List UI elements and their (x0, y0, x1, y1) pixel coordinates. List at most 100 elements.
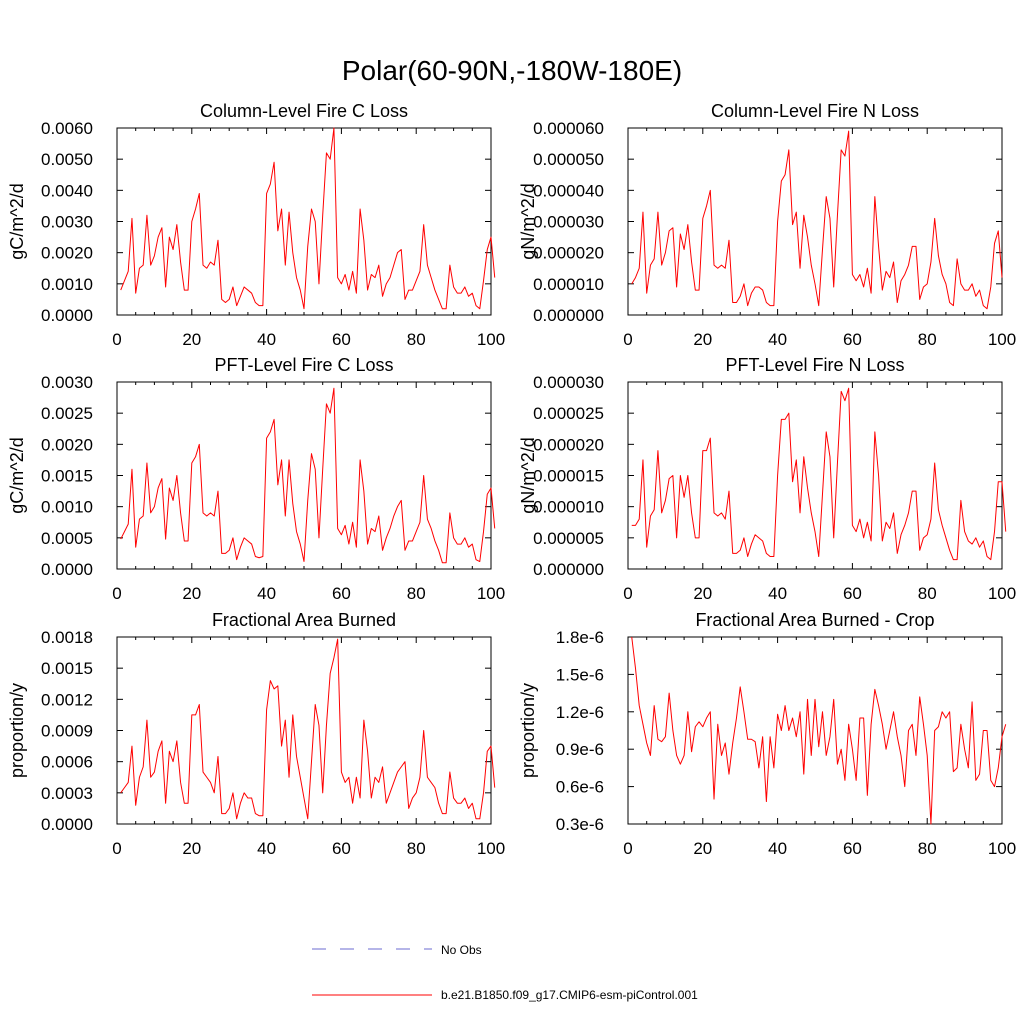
panel-title: PFT-Level Fire C Loss (214, 355, 393, 375)
y-axis-label: gC/m^2/d (7, 437, 27, 513)
x-tick-label: 100 (988, 839, 1016, 858)
y-tick-label: 0.000020 (533, 435, 604, 454)
series-line-1 (120, 127, 496, 310)
y-tick-label: 0.0010 (41, 498, 93, 517)
x-tick-label: 100 (477, 330, 505, 349)
x-tick-label: 20 (182, 584, 201, 603)
x-tick-label: 80 (407, 584, 426, 603)
y-tick-label: 0.0030 (41, 213, 93, 232)
panel-title: Fractional Area Burned - Crop (695, 610, 934, 630)
x-tick-label: 40 (257, 839, 276, 858)
legend-label-no-obs: No Obs (441, 943, 482, 957)
y-tick-label: 0.0006 (41, 753, 93, 772)
chart-panel-6: Fractional Area Burned - Crop proportion/… (518, 610, 1016, 858)
y-tick-label: 1.8e-6 (556, 628, 604, 647)
y-tick-label: 0.0020 (41, 435, 93, 454)
y-axis-label: gN/m^2/d (518, 437, 538, 513)
x-tick-label: 0 (112, 330, 121, 349)
x-tick-label: 0 (112, 839, 121, 858)
y-tick-label: 0.9e-6 (556, 740, 604, 759)
x-tick-label: 40 (257, 330, 276, 349)
x-tick-label: 80 (407, 839, 426, 858)
x-tick-label: 60 (843, 330, 862, 349)
legend-label-model: b.e21.B1850.f09_g17.CMIP6-esm-piControl.… (441, 988, 698, 1002)
x-tick-label: 40 (768, 839, 787, 858)
y-axis-label: gN/m^2/d (518, 183, 538, 259)
y-tick-label: 0.0005 (41, 529, 93, 548)
y-tick-label: 0.000030 (533, 213, 604, 232)
x-tick-label: 40 (768, 584, 787, 603)
plot-frame (627, 381, 1003, 570)
series-line-1 (631, 130, 1003, 310)
y-tick-label: 0.000000 (533, 560, 604, 579)
x-tick-label: 80 (918, 584, 937, 603)
y-tick-label: 0.000010 (533, 498, 604, 517)
x-tick-label: 60 (843, 584, 862, 603)
y-tick-label: 0.0015 (41, 659, 93, 678)
chart-panel-3: PFT-Level Fire C Loss gC/m^2/d 0 20 40 60 80 10… (7, 355, 505, 603)
x-tick-label: 0 (623, 839, 632, 858)
y-tick-label: 0.000000 (533, 306, 604, 325)
x-tick-label: 80 (918, 330, 937, 349)
x-tick-label: 0 (623, 584, 632, 603)
y-tick-label: 0.000030 (533, 373, 604, 392)
chart-panel-4: PFT-Level Fire N Loss gN/m^2/d 0 20 40 60 80 10… (518, 355, 1016, 603)
chart-panel-2: Column-Level Fire N Loss gN/m^2/d 0 20 40 60 8… (518, 101, 1016, 349)
y-tick-label: 0.0030 (41, 373, 93, 392)
chart-panel-5: Fractional Area Burned proportion/y 0 20 40 6… (7, 610, 505, 858)
y-tick-label: 1.5e-6 (556, 665, 604, 684)
x-tick-label: 60 (843, 839, 862, 858)
x-tick-label: 0 (112, 584, 121, 603)
y-tick-label: 0.0020 (41, 244, 93, 263)
y-tick-label: 0.6e-6 (556, 778, 604, 797)
y-tick-label: 0.0003 (41, 784, 93, 803)
series-line-1 (631, 636, 1007, 825)
y-tick-label: 0.000025 (533, 404, 604, 423)
y-tick-label: 1.2e-6 (556, 703, 604, 722)
x-tick-label: 80 (918, 839, 937, 858)
y-tick-label: 0.000050 (533, 150, 604, 169)
y-tick-label: 0.0010 (41, 275, 93, 294)
y-tick-label: 0.0000 (41, 306, 93, 325)
y-tick-label: 0.000040 (533, 181, 604, 200)
x-tick-label: 60 (332, 839, 351, 858)
y-tick-label: 0.3e-6 (556, 815, 604, 834)
plot-frame (627, 127, 1003, 316)
y-tick-label: 0.000005 (533, 529, 604, 548)
y-tick-label: 0.0015 (41, 467, 93, 486)
y-axis-label: gC/m^2/d (7, 183, 27, 259)
y-tick-label: 0.000015 (533, 467, 604, 486)
x-tick-label: 20 (693, 330, 712, 349)
y-tick-label: 0.000020 (533, 244, 604, 263)
y-tick-label: 0.0060 (41, 119, 93, 138)
x-tick-label: 100 (477, 839, 505, 858)
series-line-1 (120, 387, 496, 564)
panel-title: Fractional Area Burned (212, 610, 396, 630)
x-tick-label: 0 (623, 330, 632, 349)
y-tick-label: 0.000060 (533, 119, 604, 138)
x-tick-label: 60 (332, 330, 351, 349)
legend: No Obs b.e21.B1850.f09_g17.CMIP6-esm-piC… (312, 943, 698, 1002)
y-tick-label: 0.000010 (533, 275, 604, 294)
y-tick-label: 0.0012 (41, 690, 93, 709)
chart-panels: Column-Level Fire C Loss gC/m^2/d 0 20 40 60 8… (7, 101, 1016, 858)
x-tick-label: 60 (332, 584, 351, 603)
y-tick-label: 0.0050 (41, 150, 93, 169)
x-tick-label: 20 (693, 839, 712, 858)
x-tick-label: 20 (182, 839, 201, 858)
series-line-1 (631, 387, 1007, 561)
y-tick-label: 0.0018 (41, 628, 93, 647)
panel-title: Column-Level Fire C Loss (200, 101, 408, 121)
x-tick-label: 80 (407, 330, 426, 349)
y-tick-label: 0.0009 (41, 722, 93, 741)
y-axis-label: proportion/y (7, 683, 27, 778)
x-tick-label: 20 (693, 584, 712, 603)
y-tick-label: 0.0000 (41, 815, 93, 834)
x-tick-label: 100 (477, 584, 505, 603)
y-tick-label: 0.0025 (41, 404, 93, 423)
x-tick-label: 100 (988, 330, 1016, 349)
y-axis-label: proportion/y (518, 683, 538, 778)
plot-frame (116, 127, 492, 316)
y-tick-label: 0.0040 (41, 181, 93, 200)
